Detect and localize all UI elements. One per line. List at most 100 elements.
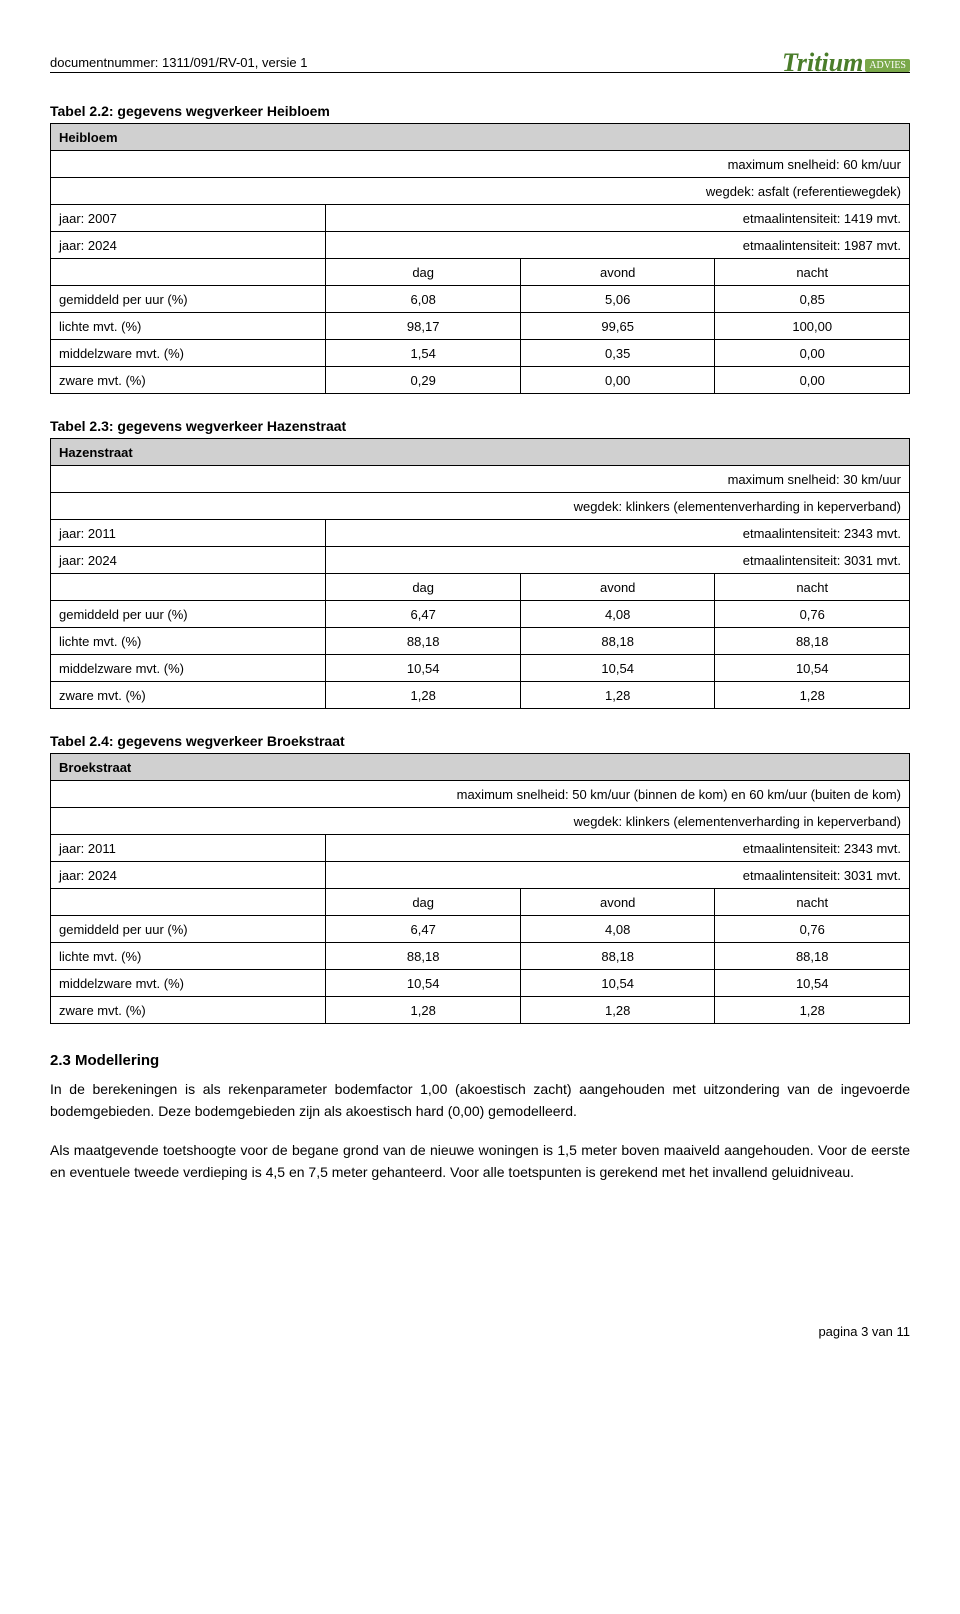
data-cell: 0,00 bbox=[715, 340, 910, 367]
data-cell: 100,00 bbox=[715, 313, 910, 340]
year2-label: jaar: 2024 bbox=[51, 232, 326, 259]
data-cell: middelzware mvt. (%) bbox=[51, 340, 326, 367]
data-cell: 10,54 bbox=[520, 970, 715, 997]
data-cell: 0,29 bbox=[326, 367, 521, 394]
table-title: Tabel 2.2: gegevens wegverkeer Heibloem bbox=[50, 103, 910, 119]
table-title: Tabel 2.4: gegevens wegverkeer Broekstra… bbox=[50, 733, 910, 749]
data-cell: zware mvt. (%) bbox=[51, 997, 326, 1024]
data-cell: 0,76 bbox=[715, 601, 910, 628]
wegdek-cell: wegdek: klinkers (elementenverharding in… bbox=[51, 493, 910, 520]
column-header: nacht bbox=[715, 574, 910, 601]
table-row: middelzware mvt. (%)1,540,350,00 bbox=[51, 340, 910, 367]
data-cell: 1,28 bbox=[520, 997, 715, 1024]
data-cell: 1,28 bbox=[520, 682, 715, 709]
max-speed-cell: maximum snelheid: 60 km/uur bbox=[51, 151, 910, 178]
max-speed-cell: maximum snelheid: 50 km/uur (binnen de k… bbox=[51, 781, 910, 808]
table-row: zware mvt. (%)1,281,281,28 bbox=[51, 682, 910, 709]
column-header: nacht bbox=[715, 259, 910, 286]
document-number: documentnummer: 1311/091/RV-01, versie 1 bbox=[50, 55, 308, 70]
wegdek-cell: wegdek: klinkers (elementenverharding in… bbox=[51, 808, 910, 835]
table-row: zware mvt. (%)1,281,281,28 bbox=[51, 997, 910, 1024]
data-cell: 0,35 bbox=[520, 340, 715, 367]
table-row: gemiddeld per uur (%)6,085,060,85 bbox=[51, 286, 910, 313]
traffic-table: Hazenstraatmaximum snelheid: 30 km/uurwe… bbox=[50, 438, 910, 709]
year2-value: etmaalintensiteit: 1987 mvt. bbox=[326, 232, 910, 259]
data-cell: 88,18 bbox=[520, 628, 715, 655]
street-header-cell: Broekstraat bbox=[51, 754, 910, 781]
table-row: gemiddeld per uur (%)6,474,080,76 bbox=[51, 916, 910, 943]
table-row: zware mvt. (%)0,290,000,00 bbox=[51, 367, 910, 394]
year2-value: etmaalintensiteit: 3031 mvt. bbox=[326, 862, 910, 889]
data-cell: lichte mvt. (%) bbox=[51, 943, 326, 970]
data-cell: 0,76 bbox=[715, 916, 910, 943]
data-cell: middelzware mvt. (%) bbox=[51, 970, 326, 997]
column-header: dag bbox=[326, 889, 521, 916]
logo: TritiumADVIES bbox=[782, 48, 910, 78]
table-row: lichte mvt. (%)88,1888,1888,18 bbox=[51, 943, 910, 970]
year2-value: etmaalintensiteit: 3031 mvt. bbox=[326, 547, 910, 574]
data-cell: 88,18 bbox=[326, 628, 521, 655]
data-cell: gemiddeld per uur (%) bbox=[51, 916, 326, 943]
data-cell: 6,47 bbox=[326, 601, 521, 628]
data-cell: 6,47 bbox=[326, 916, 521, 943]
data-cell: 1,28 bbox=[715, 682, 910, 709]
street-header-cell: Heibloem bbox=[51, 124, 910, 151]
year1-label: jaar: 2011 bbox=[51, 835, 326, 862]
street-header-cell: Hazenstraat bbox=[51, 439, 910, 466]
traffic-table: Broekstraatmaximum snelheid: 50 km/uur (… bbox=[50, 753, 910, 1024]
table-title: Tabel 2.3: gegevens wegverkeer Hazenstra… bbox=[50, 418, 910, 434]
data-cell: 10,54 bbox=[326, 655, 521, 682]
data-cell: 10,54 bbox=[715, 655, 910, 682]
data-cell: 99,65 bbox=[520, 313, 715, 340]
year2-label: jaar: 2024 bbox=[51, 547, 326, 574]
section-heading: 2.3 Modellering bbox=[50, 1052, 910, 1069]
body-paragraph-1: In de berekeningen is als rekenparameter… bbox=[50, 1079, 910, 1122]
year1-value: etmaalintensiteit: 2343 mvt. bbox=[326, 835, 910, 862]
table-row: middelzware mvt. (%)10,5410,5410,54 bbox=[51, 970, 910, 997]
data-cell: 1,54 bbox=[326, 340, 521, 367]
logo-main: Tritium bbox=[782, 48, 863, 77]
year1-value: etmaalintensiteit: 1419 mvt. bbox=[326, 205, 910, 232]
data-cell: 1,28 bbox=[326, 997, 521, 1024]
traffic-table: Heibloemmaximum snelheid: 60 km/uurwegde… bbox=[50, 123, 910, 394]
data-cell: 10,54 bbox=[520, 655, 715, 682]
year1-label: jaar: 2007 bbox=[51, 205, 326, 232]
data-cell: 98,17 bbox=[326, 313, 521, 340]
data-cell: zware mvt. (%) bbox=[51, 682, 326, 709]
data-cell: 1,28 bbox=[715, 997, 910, 1024]
column-header: avond bbox=[520, 889, 715, 916]
data-cell: 1,28 bbox=[326, 682, 521, 709]
table-row: lichte mvt. (%)98,1799,65100,00 bbox=[51, 313, 910, 340]
page-footer: pagina 3 van 11 bbox=[50, 1324, 910, 1339]
data-cell: 10,54 bbox=[326, 970, 521, 997]
max-speed-cell: maximum snelheid: 30 km/uur bbox=[51, 466, 910, 493]
data-cell: zware mvt. (%) bbox=[51, 367, 326, 394]
column-header: avond bbox=[520, 259, 715, 286]
data-cell: 0,00 bbox=[520, 367, 715, 394]
data-cell: 88,18 bbox=[715, 628, 910, 655]
column-header: avond bbox=[520, 574, 715, 601]
data-cell: gemiddeld per uur (%) bbox=[51, 601, 326, 628]
data-cell: 5,06 bbox=[520, 286, 715, 313]
wegdek-cell: wegdek: asfalt (referentiewegdek) bbox=[51, 178, 910, 205]
year2-label: jaar: 2024 bbox=[51, 862, 326, 889]
year1-value: etmaalintensiteit: 2343 mvt. bbox=[326, 520, 910, 547]
column-header bbox=[51, 574, 326, 601]
column-header bbox=[51, 889, 326, 916]
data-cell: 6,08 bbox=[326, 286, 521, 313]
column-header: dag bbox=[326, 259, 521, 286]
table-row: lichte mvt. (%)88,1888,1888,18 bbox=[51, 628, 910, 655]
data-cell: 0,00 bbox=[715, 367, 910, 394]
column-header: nacht bbox=[715, 889, 910, 916]
data-cell: 88,18 bbox=[326, 943, 521, 970]
data-cell: middelzware mvt. (%) bbox=[51, 655, 326, 682]
table-row: middelzware mvt. (%)10,5410,5410,54 bbox=[51, 655, 910, 682]
data-cell: lichte mvt. (%) bbox=[51, 313, 326, 340]
data-cell: 0,85 bbox=[715, 286, 910, 313]
logo-sub: ADVIES bbox=[865, 59, 910, 72]
data-cell: 88,18 bbox=[715, 943, 910, 970]
year1-label: jaar: 2011 bbox=[51, 520, 326, 547]
column-header bbox=[51, 259, 326, 286]
data-cell: 4,08 bbox=[520, 916, 715, 943]
data-cell: lichte mvt. (%) bbox=[51, 628, 326, 655]
